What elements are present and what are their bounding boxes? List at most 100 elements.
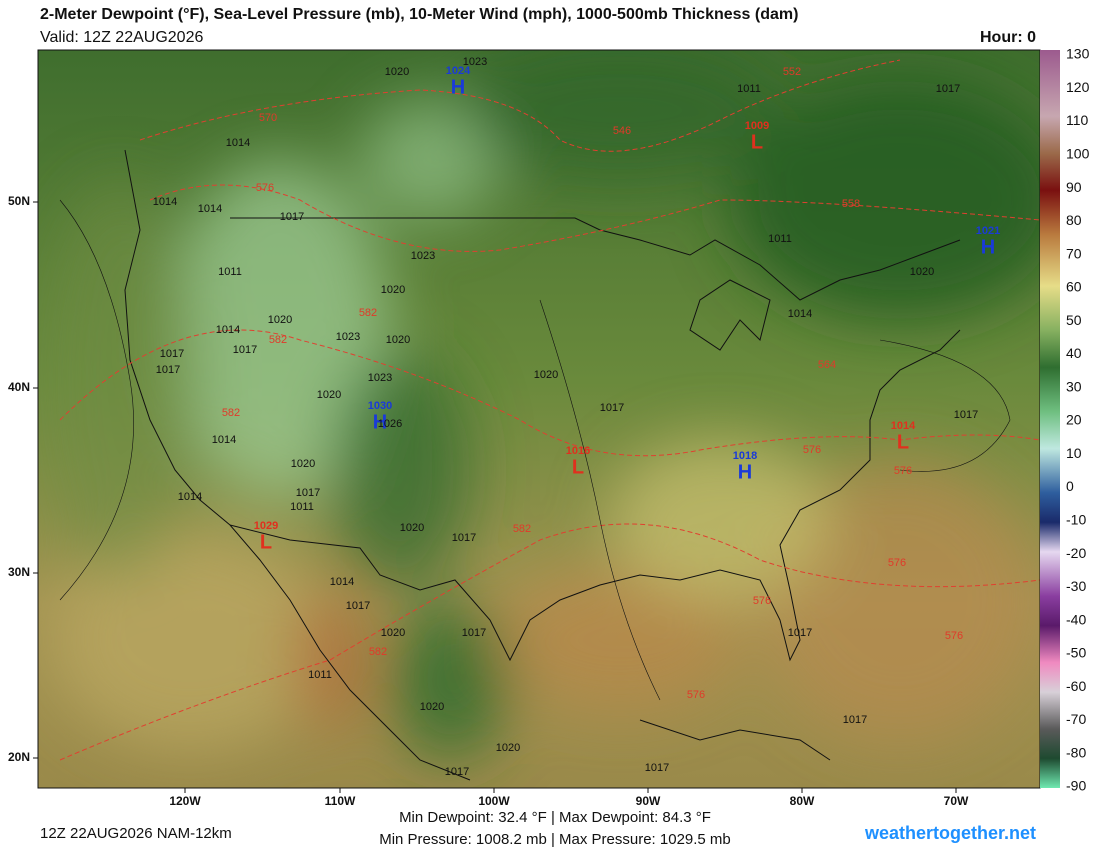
- isobar-label: 1020: [381, 284, 405, 296]
- thickness-label: 582: [222, 407, 240, 419]
- isobar-label: 1017: [160, 348, 184, 360]
- isobar-label: 1011: [737, 83, 761, 95]
- pressure-range: Min Pressure: 1008.2 mb | Max Pressure: …: [379, 831, 731, 848]
- isobar-label: 1020: [420, 701, 444, 713]
- thickness-label: 576: [753, 595, 771, 607]
- dewpoint-range: Min Dewpoint: 32.4 °F | Max Dewpoint: 84…: [399, 809, 711, 826]
- isobar-label: 1020: [381, 627, 405, 639]
- pressure-letter: H: [738, 461, 752, 483]
- pressure-letter: L: [751, 131, 763, 153]
- thickness-label: 570: [259, 112, 277, 124]
- model-run: 12Z 22AUG2026 NAM-12km: [40, 825, 232, 842]
- isobar-label: 1020: [910, 266, 934, 278]
- colorbar-label: -80: [1066, 744, 1086, 760]
- isobar-label: 1020: [317, 389, 341, 401]
- forecast-hour: Hour: 0: [980, 29, 1036, 46]
- pressure-value: 1018: [733, 450, 757, 462]
- pressure-letter: H: [981, 236, 995, 258]
- pressure-value: 1009: [745, 120, 769, 132]
- valid-time: Valid: 12Z 22AUG2026: [40, 29, 203, 46]
- isobar-label: 1020: [291, 458, 315, 470]
- colorbar-label: -40: [1066, 611, 1086, 627]
- colorbar-label: 30: [1066, 378, 1082, 394]
- pressure-letter: L: [260, 531, 272, 553]
- pressure-letter: L: [572, 456, 584, 478]
- isobar-label: 1017: [936, 83, 960, 95]
- isobar-label: 1017: [954, 409, 978, 421]
- thickness-label: 576: [888, 557, 906, 569]
- colorbar-label: 80: [1066, 212, 1082, 228]
- thickness-label: 546: [613, 125, 631, 137]
- pressure-value: 1029: [254, 520, 278, 532]
- lat-label: 50N: [8, 194, 30, 208]
- map-area: 1024H1009L1021H1030H1016L1018H1014L1029L…: [38, 50, 1040, 788]
- isobar-label: 1014: [153, 196, 177, 208]
- isobar-label: 1020: [268, 314, 292, 326]
- isobar-label: 1026: [378, 418, 402, 430]
- thickness-label: 582: [369, 646, 387, 658]
- colorbar-label: -50: [1066, 645, 1086, 661]
- isobar-label: 1020: [400, 522, 424, 534]
- isobar-label: 1023: [336, 331, 360, 343]
- thickness-label: 576: [894, 465, 912, 477]
- lat-label: 40N: [8, 380, 30, 394]
- colorbar-label: 120: [1066, 79, 1090, 95]
- colorbar-label: -90: [1066, 778, 1086, 794]
- lon-label: 120W: [169, 794, 201, 808]
- isobar-label: 1023: [463, 56, 487, 68]
- colorbar-label: -60: [1066, 678, 1086, 694]
- isobar-label: 1020: [385, 66, 409, 78]
- colorbar: [1040, 50, 1060, 788]
- lat-label: 30N: [8, 565, 30, 579]
- site-link[interactable]: weathertogether.net: [864, 823, 1036, 843]
- isobar-label: 1011: [768, 233, 792, 245]
- isobar-label: 1017: [280, 211, 304, 223]
- pressure-letter: H: [373, 411, 387, 433]
- colorbar-label: 110: [1066, 112, 1089, 128]
- colorbar-label: 20: [1066, 412, 1082, 428]
- thickness-label: 582: [269, 334, 287, 346]
- pressure-value: 1024: [446, 65, 471, 77]
- lat-label: 20N: [8, 750, 30, 764]
- isobar-label: 1014: [330, 576, 354, 588]
- thickness-label: 576: [256, 182, 274, 194]
- thickness-label: 582: [359, 307, 377, 319]
- colorbar-label: -20: [1066, 545, 1086, 561]
- thickness-label: 576: [803, 444, 821, 456]
- isobar-label: 1014: [226, 137, 250, 149]
- colorbar-label: 0: [1066, 478, 1074, 494]
- isobar-label: 1017: [788, 627, 812, 639]
- lon-label: 70W: [944, 794, 969, 808]
- thickness-label: 582: [513, 523, 531, 535]
- colorbar-label: -30: [1066, 578, 1086, 594]
- isobar-label: 1023: [368, 372, 392, 384]
- colorbar-label: 40: [1066, 345, 1082, 361]
- colorbar-label: 50: [1066, 312, 1082, 328]
- pressure-value: 1030: [368, 400, 392, 412]
- lon-label: 110W: [325, 794, 356, 808]
- isobar-label: 1014: [212, 434, 236, 446]
- isobar-label: 1017: [296, 487, 320, 499]
- pressure-value: 1014: [891, 420, 916, 432]
- thickness-label: 576: [945, 630, 963, 642]
- colorbar-label: 10: [1066, 445, 1082, 461]
- colorbar-label: 100: [1066, 146, 1090, 162]
- lon-label: 90W: [636, 794, 661, 808]
- lon-label: 100W: [478, 794, 510, 808]
- pressure-value: 1016: [566, 445, 590, 457]
- isobar-label: 1014: [216, 324, 240, 336]
- isobar-label: 1011: [308, 669, 332, 681]
- thickness-label: 558: [842, 198, 860, 210]
- isobar-label: 1014: [198, 203, 222, 215]
- isobar-label: 1014: [178, 491, 202, 503]
- isobar-label: 1017: [233, 344, 257, 356]
- isobar-label: 1017: [843, 714, 867, 726]
- isobar-label: 1011: [218, 266, 242, 278]
- isobar-label: 1017: [452, 532, 476, 544]
- isobar-label: 1017: [645, 762, 669, 774]
- colorbar-label: 90: [1066, 179, 1082, 195]
- isobar-label: 1020: [386, 334, 410, 346]
- colorbar-label: -70: [1066, 711, 1086, 727]
